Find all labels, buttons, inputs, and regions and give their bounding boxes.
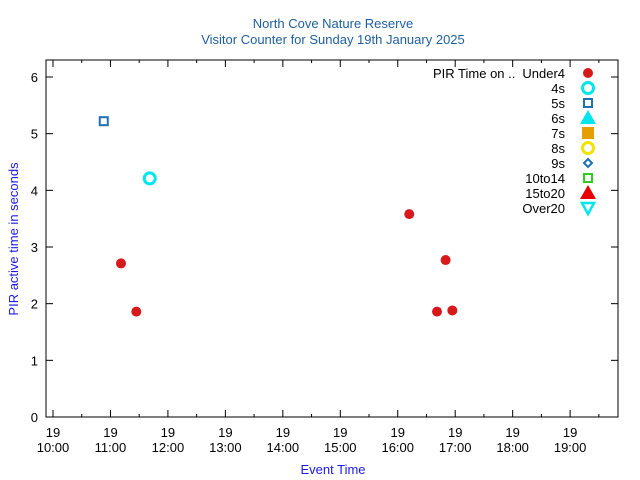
chart-title: North Cove Nature Reserve xyxy=(253,16,413,31)
data-point-under4 xyxy=(115,258,126,269)
legend-marker-4s xyxy=(581,81,595,95)
x-tick-day: 19 xyxy=(161,425,175,440)
legend-marker-6s xyxy=(580,110,596,124)
legend-marker-9s xyxy=(582,157,594,169)
legend-label: 4s xyxy=(551,81,565,96)
legend-label: 9s xyxy=(551,156,565,171)
x-tick-day: 19 xyxy=(103,425,117,440)
legend-label: 10to14 xyxy=(525,171,565,186)
y-tick-label: 6 xyxy=(31,70,38,85)
x-tick-day: 19 xyxy=(448,425,462,440)
legend-marker-7s xyxy=(582,127,594,139)
x-tick-day: 19 xyxy=(505,425,519,440)
x-tick-time: 19:00 xyxy=(554,440,587,455)
legend-marker-15to20 xyxy=(580,185,596,199)
legend-label: 7s xyxy=(551,126,565,141)
x-tick-time: 18:00 xyxy=(496,440,529,455)
legend-label: Over20 xyxy=(522,201,565,216)
legend-label: 5s xyxy=(551,96,565,111)
x-tick-time: 11:00 xyxy=(95,440,127,455)
legend-label: 15to20 xyxy=(525,186,565,201)
y-axis-label: PIR active time in seconds xyxy=(6,162,21,316)
data-point-under4 xyxy=(131,306,142,317)
data-point-under4 xyxy=(447,305,458,316)
y-tick-label: 4 xyxy=(31,183,38,198)
x-tick-time: 13:00 xyxy=(209,440,242,455)
y-tick-label: 5 xyxy=(31,127,38,142)
x-tick-time: 16:00 xyxy=(381,440,414,455)
x-tick-day: 19 xyxy=(276,425,290,440)
legend-marker-8s xyxy=(581,141,595,155)
y-tick-label: 2 xyxy=(31,297,38,312)
legend-title: PIR Time on .. xyxy=(433,66,515,81)
data-point-under4 xyxy=(404,209,415,220)
x-axis-label: Event Time xyxy=(300,462,365,477)
data-point-5s xyxy=(98,116,109,127)
y-tick-label: 0 xyxy=(31,410,38,425)
x-tick-time: 15:00 xyxy=(324,440,357,455)
x-tick-time: 12:00 xyxy=(152,440,185,455)
x-tick-day: 19 xyxy=(46,425,60,440)
legend-marker-over20 xyxy=(579,201,597,217)
x-tick-time: 17:00 xyxy=(439,440,472,455)
data-points xyxy=(98,116,458,317)
x-tick-time: 10:00 xyxy=(37,440,70,455)
x-axis: 1910:001911:001912:001913:001914:001915:… xyxy=(37,60,600,455)
data-point-under4 xyxy=(440,255,451,266)
x-tick-day: 19 xyxy=(333,425,347,440)
legend-marker-5s xyxy=(583,98,593,108)
legend-label: 6s xyxy=(551,111,565,126)
x-tick-day: 19 xyxy=(218,425,232,440)
y-tick-label: 3 xyxy=(31,240,38,255)
x-tick-time: 14:00 xyxy=(267,440,300,455)
data-point-4s xyxy=(142,171,157,186)
legend-label: 8s xyxy=(551,141,565,156)
chart-subtitle: Visitor Counter for Sunday 19th January … xyxy=(201,32,465,47)
legend-label: Under4 xyxy=(522,66,565,81)
x-tick-day: 19 xyxy=(563,425,577,440)
legend-marker-10to14 xyxy=(583,173,593,183)
data-point-under4 xyxy=(432,306,443,317)
y-axis: 0 1 2 3 4 5 6 xyxy=(31,70,618,425)
plot-area xyxy=(45,59,619,418)
x-tick-day: 19 xyxy=(391,425,405,440)
legend-marker-under4 xyxy=(583,68,593,78)
y-tick-label: 1 xyxy=(31,353,38,368)
